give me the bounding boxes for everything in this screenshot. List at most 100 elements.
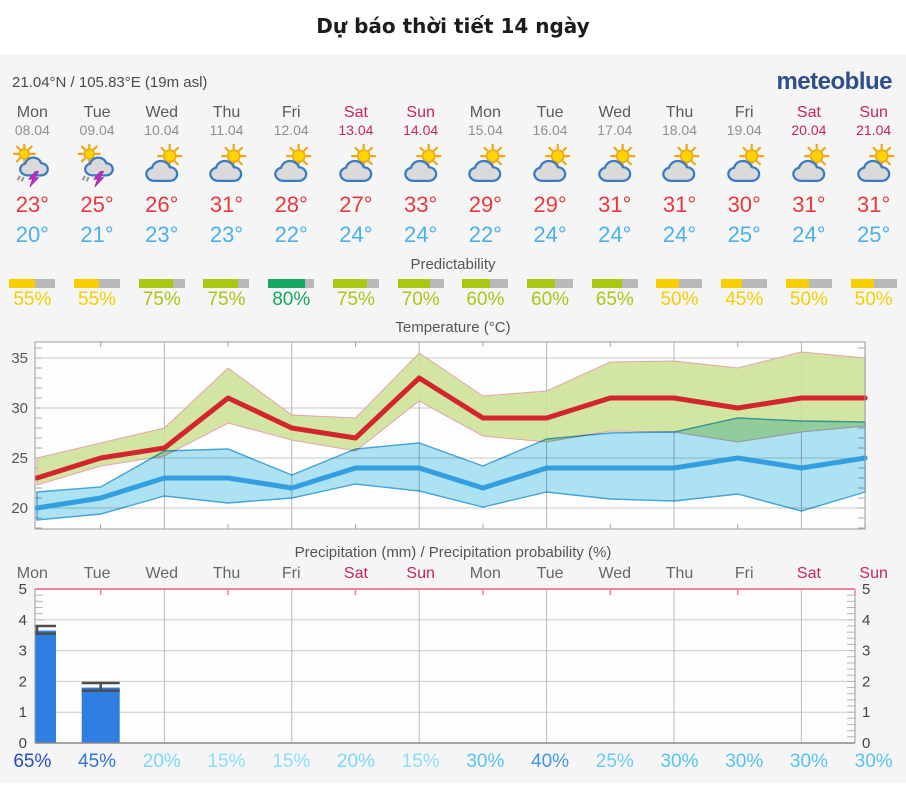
precip-day-label: Thu [212, 565, 241, 582]
predictability-cell: 50% [841, 273, 906, 311]
svg-text:3: 3 [862, 643, 870, 660]
precipitation-chart-title: Precipitation (mm) / Precipitation proba… [294, 544, 612, 561]
precipitation-probability-value: 15% [272, 751, 311, 772]
predictability-bar-fill [462, 279, 490, 288]
day-date-label: 16.04 [532, 122, 568, 138]
temperature-chart: 20 25 30 35 [11, 341, 868, 530]
precip-day-label: Mon [469, 565, 501, 582]
svg-text:4: 4 [862, 612, 870, 629]
precipitation-probability-value: 15% [401, 751, 440, 772]
predictability-bar-fill [591, 279, 622, 288]
day-name-label: Fri [734, 104, 754, 121]
predictability-value: 45% [725, 289, 764, 310]
day-date-label: 19.04 [726, 122, 762, 138]
thunderstorm-icon [13, 144, 50, 188]
predictability-value: 60% [531, 289, 570, 310]
precipitation-probability-value: 25% [595, 751, 634, 772]
day-name-label: Wed [598, 104, 632, 121]
predictability-bar-fill [397, 279, 430, 288]
min-temperature-value: 23° [209, 222, 244, 247]
predictability-cell: 65% [582, 273, 647, 311]
precipitation-probability-value: 45% [78, 751, 117, 772]
day-column: Wed 17.04 31° 24° [582, 100, 647, 248]
predictability-value: 65% [595, 289, 634, 310]
predictability-cell: 75% [129, 273, 194, 311]
predictability-bar [785, 279, 832, 288]
svg-text:35: 35 [11, 350, 28, 367]
thunderstorm-icon [77, 144, 114, 188]
predictability-cell: 55% [65, 273, 130, 311]
predictability-bar-fill [138, 279, 174, 288]
predictability-bar [527, 279, 574, 288]
weather-icon-cell [194, 142, 259, 190]
precipitation-probability-value: 20% [336, 751, 375, 772]
day-date-label: 21.04 [856, 122, 892, 138]
weather-icon-cell [259, 142, 324, 190]
precipitation-probability-value: 30% [725, 751, 764, 772]
predictability-cell: 75% [324, 273, 389, 311]
min-temperature-value: 25° [727, 222, 761, 247]
max-temperature-value: 23° [15, 192, 49, 217]
page-title: Dự báo thời tiết 14 ngày [316, 14, 590, 38]
day-date-label: 11.04 [209, 122, 244, 138]
svg-text:3: 3 [19, 643, 27, 660]
predictability-cell: 80% [259, 273, 324, 311]
day-column: Fri 12.04 28° 22° [259, 100, 324, 248]
svg-text:25: 25 [11, 450, 28, 467]
predictability-value: 60% [466, 289, 505, 310]
predictability-bar [721, 279, 768, 288]
day-column: Sun 14.04 33° 24° [388, 100, 453, 248]
predictability-cell: 50% [647, 273, 712, 311]
min-temperature-value: 24° [339, 222, 373, 247]
weather-icon-cell [388, 142, 453, 190]
partly-cloudy-icon [792, 144, 830, 182]
day-column: Fri 19.04 30° 25° [712, 100, 777, 248]
meteoblue-logo[interactable]: meteoblue [776, 68, 892, 95]
svg-text:4: 4 [19, 612, 27, 629]
svg-text:0: 0 [862, 735, 870, 751]
svg-text:5: 5 [862, 583, 870, 598]
day-date-label: 13.04 [338, 122, 374, 138]
max-temperature-value: 27° [339, 192, 373, 217]
weather-icon-cell [324, 142, 389, 190]
predictability-cell: 60% [453, 273, 518, 311]
min-temperature-value: 24° [533, 222, 567, 247]
predictability-bar-fill [332, 279, 368, 288]
page: Dự báo thời tiết 14 ngày 21.04°N / 105.8… [0, 14, 906, 772]
svg-text:0: 0 [19, 735, 27, 751]
predictability-value: 75% [336, 289, 375, 310]
precip-day-label: Fri [734, 565, 754, 582]
max-temperature-value: 25° [80, 192, 114, 217]
day-name-label: Mon [16, 104, 48, 121]
predictability-label: Predictability [410, 256, 496, 273]
precip-day-label: Sat [343, 565, 368, 582]
day-column: Thu 11.04 31° 23° [194, 100, 259, 248]
min-temperature-value: 24° [662, 222, 697, 247]
predictability-value: 50% [854, 289, 893, 310]
weather-icon-cell [647, 142, 712, 190]
weather-icon-cell [777, 142, 842, 190]
predictability-bar-fill [9, 279, 35, 288]
max-temperature-value: 29° [468, 192, 502, 217]
location-coordinates: 21.04°N / 105.83°E (19m asl) [12, 73, 208, 91]
day-column: Tue 09.04 25° 21° [65, 100, 130, 248]
day-name-label: Tue [536, 104, 564, 121]
day-date-label: 20.04 [791, 122, 827, 138]
weather-icon-cell [129, 142, 194, 190]
max-temperature-value: 30° [727, 192, 761, 217]
partly-cloudy-icon [662, 144, 700, 182]
day-name-label: Thu [212, 104, 241, 121]
predictability-bar [397, 279, 444, 288]
precip-day-label: Wed [145, 565, 179, 582]
partly-cloudy-icon [856, 144, 894, 182]
max-temperature-value: 31° [792, 192, 826, 217]
max-temperature-value: 31° [857, 192, 891, 217]
day-column: Mon 08.04 23° 20° [0, 100, 65, 248]
partly-cloudy-icon [597, 144, 636, 182]
day-date-label: 10.04 [144, 122, 180, 138]
precipitation-probability-value: 20% [142, 751, 181, 772]
predictability-value: 75% [142, 289, 181, 310]
forecast-table: Mon 08.04 23° 20° Tue 09.04 25° 21° Wed 10.04 26° 2… [0, 100, 906, 248]
min-temperature-value: 21° [80, 222, 114, 247]
weather-icon-cell [65, 142, 130, 190]
